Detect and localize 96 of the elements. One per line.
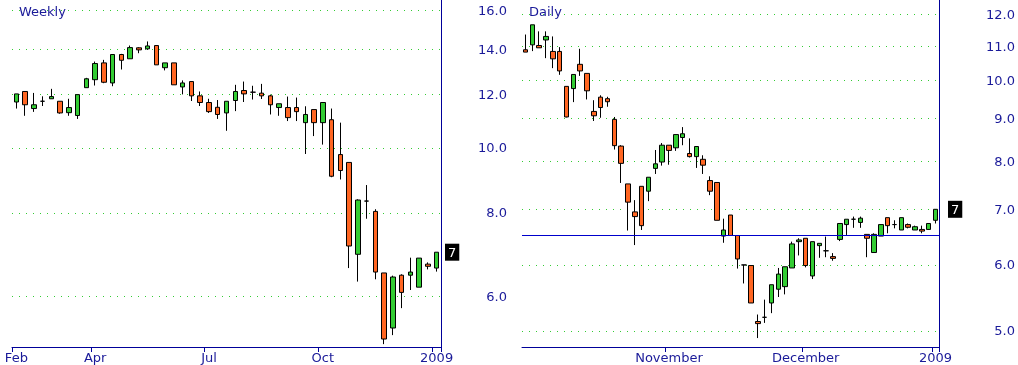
y-tick-label: 6.0 <box>994 257 1015 273</box>
candlestick <box>127 45 133 60</box>
candlestick <box>233 84 238 112</box>
candlestick <box>373 208 378 280</box>
candlestick <box>823 236 829 258</box>
candlestick <box>259 83 264 100</box>
candlestick <box>830 252 836 262</box>
y-tick-label: 9.0 <box>994 111 1015 127</box>
y-tick-label: 6.0 <box>486 289 507 305</box>
candlestick <box>110 54 115 87</box>
y-tick-label: 16.0 <box>478 3 507 19</box>
candlestick <box>564 85 569 118</box>
candlestick <box>364 184 369 220</box>
candlestick <box>735 235 740 270</box>
chart-title: Daily <box>529 4 563 19</box>
candlestick <box>625 183 631 232</box>
candlestick <box>646 176 651 202</box>
y-tick-label: 14.0 <box>478 42 507 58</box>
x-tick-label: Apr <box>83 350 108 365</box>
candlestick <box>933 208 938 224</box>
candlestick <box>311 109 317 137</box>
candlestick <box>136 46 142 54</box>
candlestick <box>571 73 576 103</box>
candlestick <box>268 94 273 115</box>
candlestick <box>329 108 334 178</box>
y-tick-label: 12.0 <box>478 87 507 103</box>
x-tick-label: Jul <box>200 350 217 365</box>
candlestick <box>101 59 107 84</box>
candlestick <box>189 81 194 102</box>
candlestick <box>224 100 229 132</box>
candlestick <box>769 284 774 314</box>
candlestick <box>75 94 80 120</box>
y-tick-label: 8.0 <box>994 153 1015 169</box>
candlestick <box>530 24 535 52</box>
candlestick <box>591 99 597 122</box>
candlestick <box>31 92 37 113</box>
y-tick-label: 12.0 <box>986 7 1015 23</box>
candlestick <box>399 273 404 309</box>
candlestick <box>598 94 603 119</box>
candlestick <box>755 314 761 339</box>
candlestick <box>320 102 326 146</box>
chart-title: Weekly <box>19 4 67 19</box>
candlestick <box>49 88 54 100</box>
x-tick-label: Oct <box>311 350 335 365</box>
x-tick-label: November <box>635 350 704 365</box>
y-tick-label: 11.0 <box>986 38 1015 54</box>
candlestick <box>851 216 856 229</box>
candlestick <box>294 97 299 122</box>
candlestick <box>605 96 610 108</box>
candlestick <box>92 61 98 87</box>
x-tick-label: 2009 <box>919 350 953 365</box>
candlestick <box>536 30 542 49</box>
candlestick <box>858 216 863 229</box>
candlestick <box>584 72 590 100</box>
x-tick-label: Feb <box>4 350 28 365</box>
candlestick <box>687 137 692 159</box>
candlestick <box>119 53 124 70</box>
candlestick <box>425 261 431 270</box>
candlestick <box>66 98 72 117</box>
x-tick-label: 2009 <box>420 350 454 365</box>
y-tick-label: 10.0 <box>986 73 1015 89</box>
candlestick <box>285 96 291 122</box>
candlestick <box>762 299 767 324</box>
candlestick <box>728 214 733 236</box>
candlestick <box>381 272 387 345</box>
candlestick <box>721 218 726 244</box>
candlestick <box>346 161 352 269</box>
candlestick <box>416 257 422 288</box>
candlestick <box>215 99 220 120</box>
candlestick <box>408 257 413 291</box>
candlestick <box>250 85 256 101</box>
candlestick <box>57 100 63 115</box>
candlestick <box>197 90 203 107</box>
candlestick <box>241 81 247 103</box>
candlestick <box>577 48 583 77</box>
candlestick <box>653 149 658 175</box>
candlestick <box>523 34 528 53</box>
candlestick <box>206 98 212 114</box>
y-tick-label: 7.0 <box>994 201 1015 217</box>
x-tick-label: December <box>771 350 841 365</box>
candlestick <box>180 79 185 95</box>
candlestick <box>700 154 706 175</box>
text: 7 <box>951 201 960 217</box>
candlestick <box>276 103 282 117</box>
candlestick <box>171 62 177 86</box>
y-tick-label: 10.0 <box>478 140 507 156</box>
candlestick <box>84 77 89 89</box>
candlestick <box>817 242 822 259</box>
candlestick <box>434 251 439 273</box>
candlestick <box>338 122 343 180</box>
candlestick <box>154 45 159 66</box>
candlestick <box>22 90 28 117</box>
y-tick-label: 8.0 <box>486 205 507 221</box>
text: 7 <box>448 244 457 260</box>
candlestick <box>162 62 168 71</box>
y-tick-label: 5.0 <box>994 323 1015 339</box>
